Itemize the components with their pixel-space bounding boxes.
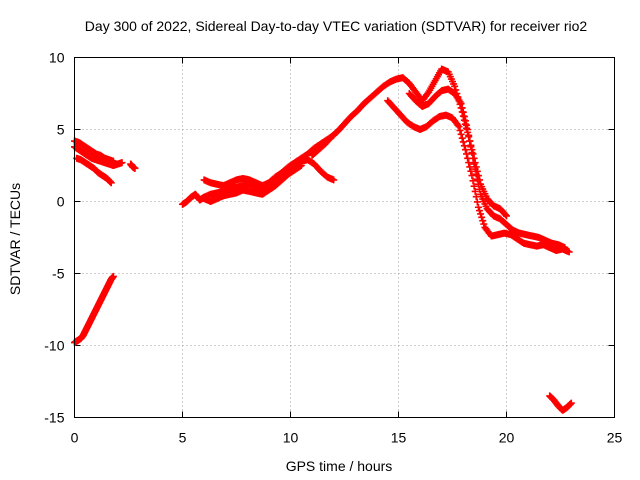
x-tick-label: 15 [391,430,407,446]
series-arc-main-b [200,156,338,190]
series-arc-early-mid [71,143,126,169]
y-tick-label: 5 [57,122,65,138]
data-point [471,187,479,195]
grid-lines [74,57,615,418]
data-series [71,65,575,414]
data-point [467,143,475,151]
y-tick-label: -15 [44,410,64,426]
x-tick-label: 25 [607,430,623,446]
data-point [461,146,469,154]
y-tick-label: -5 [52,266,65,282]
data-point [567,399,575,407]
series-arc-early-tail [127,160,139,172]
data-point [455,123,463,131]
x-tick-label: 5 [179,430,187,446]
series-arc-evening [546,392,575,414]
data-point [467,167,475,175]
data-point [297,162,305,169]
chart-title: Day 300 of 2022, Sidereal Day-to-day VTE… [85,18,588,34]
series-arc-early-lower [73,154,115,187]
data-point [471,159,479,167]
data-point [501,211,509,219]
data-point [109,272,117,280]
y-tick-labels: -15 -10 -5 0 5 10 [44,50,64,426]
y-tick-label: 0 [57,194,65,210]
data-point [451,82,459,90]
data-point [473,175,481,183]
data-point [466,137,474,145]
plot-frame [74,57,615,418]
data-point [131,164,139,172]
data-point [479,217,487,225]
y-tick-label: -10 [44,338,64,354]
series-arc-midday [308,65,510,220]
data-point [469,154,477,162]
data-point [464,126,472,133]
series-arc-afternoon-low [384,97,573,256]
data-point [465,159,473,167]
y-axis-label: SDTVAR / TECUs [7,183,23,295]
data-point [457,100,465,108]
data-point [458,134,466,142]
data-point [474,180,482,188]
data-point [460,142,468,150]
data-point [476,185,483,193]
data-point [470,160,478,168]
x-tick-label: 20 [499,430,515,446]
data-point [330,176,338,184]
data-point [458,104,466,112]
data-point [465,131,473,139]
data-point [468,149,476,157]
data-point [459,108,467,116]
x-tick-labels: 0 5 10 15 20 25 [71,430,623,446]
data-point [470,182,478,190]
series-arc-rising [71,272,117,347]
series-arc-main-c [200,162,305,205]
data-point [561,244,569,252]
data-point [472,170,480,178]
data-point [107,179,115,187]
data-point [454,121,462,129]
data-point [474,203,482,211]
x-tick-label: 10 [283,430,299,446]
data-point [477,210,485,218]
data-point [118,159,126,167]
series-arc-afternoon-mid [405,85,569,252]
data-point [466,163,474,171]
data-point [463,121,471,129]
data-point [476,207,483,215]
data-point [463,150,471,158]
data-point [461,117,469,125]
x-axis-label: GPS time / hours [286,458,393,474]
data-point [480,220,488,228]
data-point [460,113,468,121]
data-point [565,248,573,256]
data-point [503,212,510,220]
data-point [456,126,464,134]
data-point [469,177,477,185]
data-point [471,165,479,173]
data-point [478,213,486,221]
data-point [457,130,465,138]
data-point [473,198,481,206]
data-point [459,138,467,146]
x-tick-label: 0 [71,430,79,446]
y-tick-label: 10 [49,50,65,66]
data-point [468,172,476,180]
